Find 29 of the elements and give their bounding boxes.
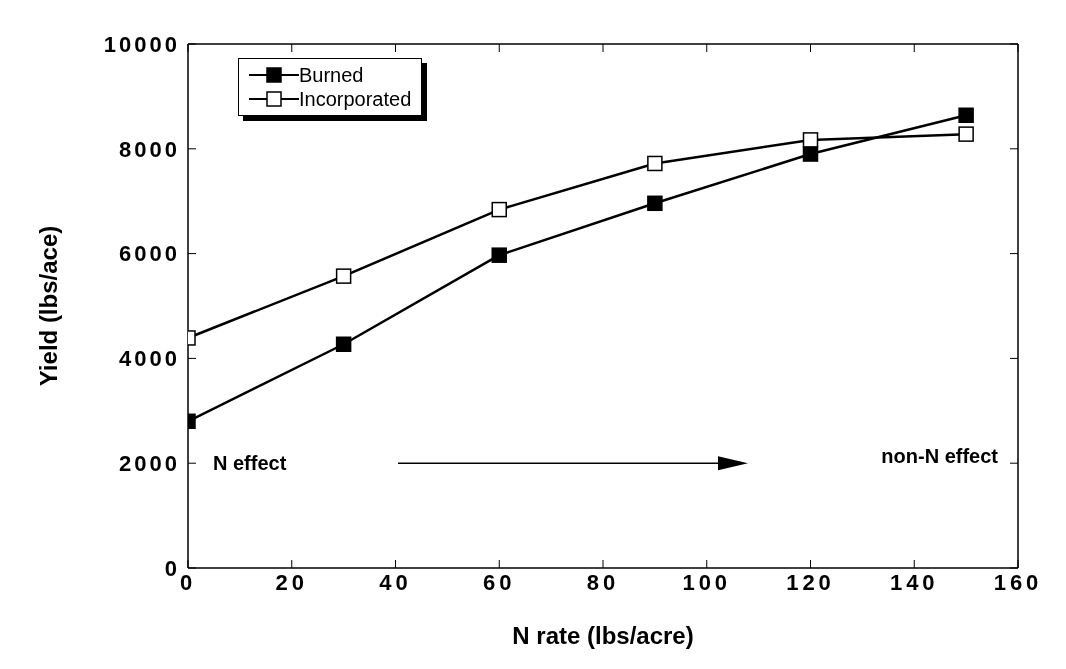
x-axis-title: N rate (lbs/acre): [512, 622, 694, 649]
point: [647, 155, 663, 172]
point: [335, 336, 352, 352]
legend-label: Incorporated: [299, 87, 412, 111]
x-tick-label: 20: [275, 569, 308, 595]
x-tick-label: 60: [483, 569, 516, 595]
x-tick-label: 160: [993, 569, 1043, 595]
point: [491, 201, 507, 218]
x-tick-label: 140: [889, 569, 939, 595]
y-tick-label: 8000: [119, 136, 180, 162]
y-tick-label: 4000: [119, 346, 180, 372]
y-axis-title: Yield (lbs/ace): [34, 225, 62, 387]
x-tick-label: 100: [682, 569, 732, 595]
point: [958, 107, 974, 124]
point: [802, 132, 819, 148]
y-tick-label: 2000: [119, 451, 180, 477]
x-tick-label: 120: [786, 569, 835, 595]
annotation: non-N effect: [881, 445, 999, 468]
point: [491, 247, 507, 263]
x-tick-label: 0: [179, 569, 197, 595]
x-tick-label: 80: [586, 569, 620, 595]
point: [958, 126, 974, 142]
point: [647, 195, 663, 212]
y-tick-label: 10000: [103, 31, 180, 57]
legend-label: Burned: [299, 63, 364, 87]
y-tick-label: 6000: [119, 241, 180, 267]
x-tick-label: 40: [379, 569, 412, 595]
annotation: N effect: [213, 452, 287, 475]
point: [335, 268, 352, 284]
